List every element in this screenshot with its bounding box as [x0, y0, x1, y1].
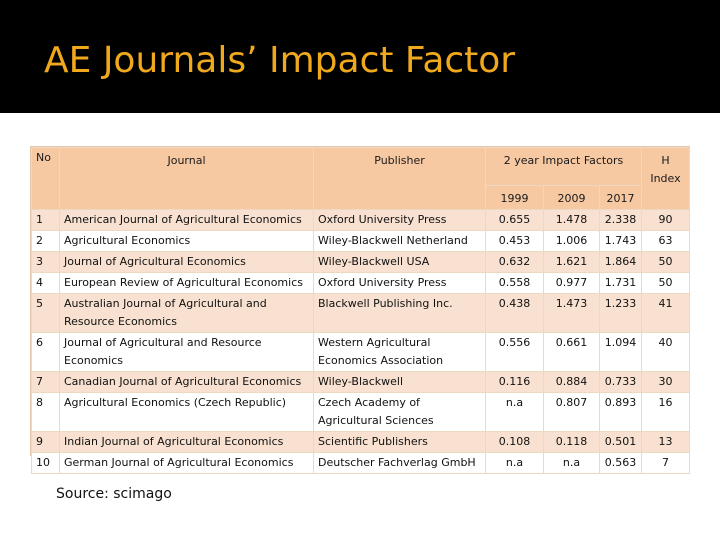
publisher-name: Wiley-Blackwell: [313, 371, 486, 393]
h-index: 50: [641, 272, 690, 294]
slide-title: AE Journals’ Impact Factor: [44, 40, 516, 81]
impact-1999: 0.108: [485, 431, 544, 453]
journal-name: Australian Journal of Agricultural and R…: [59, 293, 314, 333]
publisher-name: Scientific Publishers: [313, 431, 486, 453]
impact-2017: 1.864: [599, 251, 642, 273]
publisher-name: Deutscher Fachverlag GmbH: [313, 452, 486, 474]
impact-2017: 0.733: [599, 371, 642, 393]
title-bar: AE Journals’ Impact Factor: [0, 0, 720, 113]
row-number: 2: [31, 230, 60, 252]
publisher-name: Wiley-Blackwell Netherland: [313, 230, 486, 252]
header-no: No: [31, 147, 60, 210]
publisher-name: Czech Academy of Agricultural Sciences: [313, 392, 486, 432]
impact-1999: n.a: [485, 452, 544, 474]
table-row: 5 Australian Journal of Agricultural and …: [31, 293, 690, 333]
table-row: 10 German Journal of Agricultural Economi…: [31, 452, 690, 474]
table-row: 2 Agricultural Economics Wiley-Blackwell N…: [31, 230, 690, 252]
impact-2017: 1.233: [599, 293, 642, 333]
impact-1999: 0.438: [485, 293, 544, 333]
row-number: 8: [31, 392, 60, 432]
table-row: 3 Journal of Agricultural Economics Wiley-…: [31, 251, 690, 273]
row-number: 3: [31, 251, 60, 273]
publisher-name: Western Agricultural Economics Associati…: [313, 332, 486, 372]
impact-2009: 1.473: [543, 293, 600, 333]
journal-name: Journal of Agricultural and Resource Eco…: [59, 332, 314, 372]
impact-2009: 0.661: [543, 332, 600, 372]
h-index: 50: [641, 251, 690, 273]
publisher-name: Oxford University Press: [313, 272, 486, 294]
table-row: 8 Agricultural Economics (Czech Republic)…: [31, 392, 690, 432]
journal-table: No Journal Publisher 2 year Impact Facto…: [31, 147, 690, 474]
table-row: 9 Indian Journal of Agricultural Economic…: [31, 431, 690, 453]
impact-2017: 1.743: [599, 230, 642, 252]
source-note: Source: scimago: [56, 486, 172, 502]
h-index: 7: [641, 452, 690, 474]
table-row: 7 Canadian Journal of Agricultural Econom…: [31, 371, 690, 393]
impact-1999: 0.632: [485, 251, 544, 273]
publisher-name: Blackwell Publishing Inc.: [313, 293, 486, 333]
table-row: 4 European Review of Agricultural Economi…: [31, 272, 690, 294]
header-impact-factors: 2 year Impact Factors: [485, 147, 642, 186]
table-body: 1 American Journal of Agricultural Econom…: [31, 209, 690, 474]
impact-2009: 1.006: [543, 230, 600, 252]
row-number: 5: [31, 293, 60, 333]
journal-name: Canadian Journal of Agricultural Economi…: [59, 371, 314, 393]
header-1999: 1999: [485, 185, 544, 210]
row-number: 4: [31, 272, 60, 294]
impact-2009: 1.621: [543, 251, 600, 273]
header-h-index: H Index: [641, 147, 690, 210]
journal-name: Indian Journal of Agricultural Economics: [59, 431, 314, 453]
row-number: 9: [31, 431, 60, 453]
table-row: 1 American Journal of Agricultural Econom…: [31, 209, 690, 231]
publisher-name: Oxford University Press: [313, 209, 486, 231]
impact-2009: 0.977: [543, 272, 600, 294]
impact-1999: 0.116: [485, 371, 544, 393]
header-2017: 2017: [599, 185, 642, 210]
journal-name: German Journal of Agricultural Economics: [59, 452, 314, 474]
impact-2017: 1.094: [599, 332, 642, 372]
impact-2017: 0.893: [599, 392, 642, 432]
impact-2009: 0.884: [543, 371, 600, 393]
impact-1999: 0.655: [485, 209, 544, 231]
impact-1999: 0.556: [485, 332, 544, 372]
publisher-name: Wiley-Blackwell USA: [313, 251, 486, 273]
h-index: 40: [641, 332, 690, 372]
impact-2017: 1.731: [599, 272, 642, 294]
impact-factor-table: No Journal Publisher 2 year Impact Facto…: [30, 146, 690, 474]
journal-name: American Journal of Agricultural Economi…: [59, 209, 314, 231]
journal-name: Journal of Agricultural Economics: [59, 251, 314, 273]
impact-2017: 0.563: [599, 452, 642, 474]
h-index: 90: [641, 209, 690, 231]
journal-name: Agricultural Economics (Czech Republic): [59, 392, 314, 432]
impact-2009: 0.807: [543, 392, 600, 432]
row-number: 7: [31, 371, 60, 393]
row-number: 1: [31, 209, 60, 231]
row-number: 10: [31, 452, 60, 474]
impact-2009: n.a: [543, 452, 600, 474]
impact-2009: 0.118: [543, 431, 600, 453]
header-publisher: Publisher: [313, 147, 486, 210]
impact-1999: 0.453: [485, 230, 544, 252]
h-index: 63: [641, 230, 690, 252]
row-number: 6: [31, 332, 60, 372]
header-journal: Journal: [59, 147, 314, 210]
impact-1999: 0.558: [485, 272, 544, 294]
h-index: 13: [641, 431, 690, 453]
impact-2009: 1.478: [543, 209, 600, 231]
impact-2017: 0.501: [599, 431, 642, 453]
impact-1999: n.a: [485, 392, 544, 432]
table-row: 6 Journal of Agricultural and Resource Ec…: [31, 332, 690, 372]
h-index: 41: [641, 293, 690, 333]
h-index: 16: [641, 392, 690, 432]
journal-name: European Review of Agricultural Economic…: [59, 272, 314, 294]
h-index: 30: [641, 371, 690, 393]
journal-name: Agricultural Economics: [59, 230, 314, 252]
header-2009: 2009: [543, 185, 600, 210]
impact-2017: 2.338: [599, 209, 642, 231]
